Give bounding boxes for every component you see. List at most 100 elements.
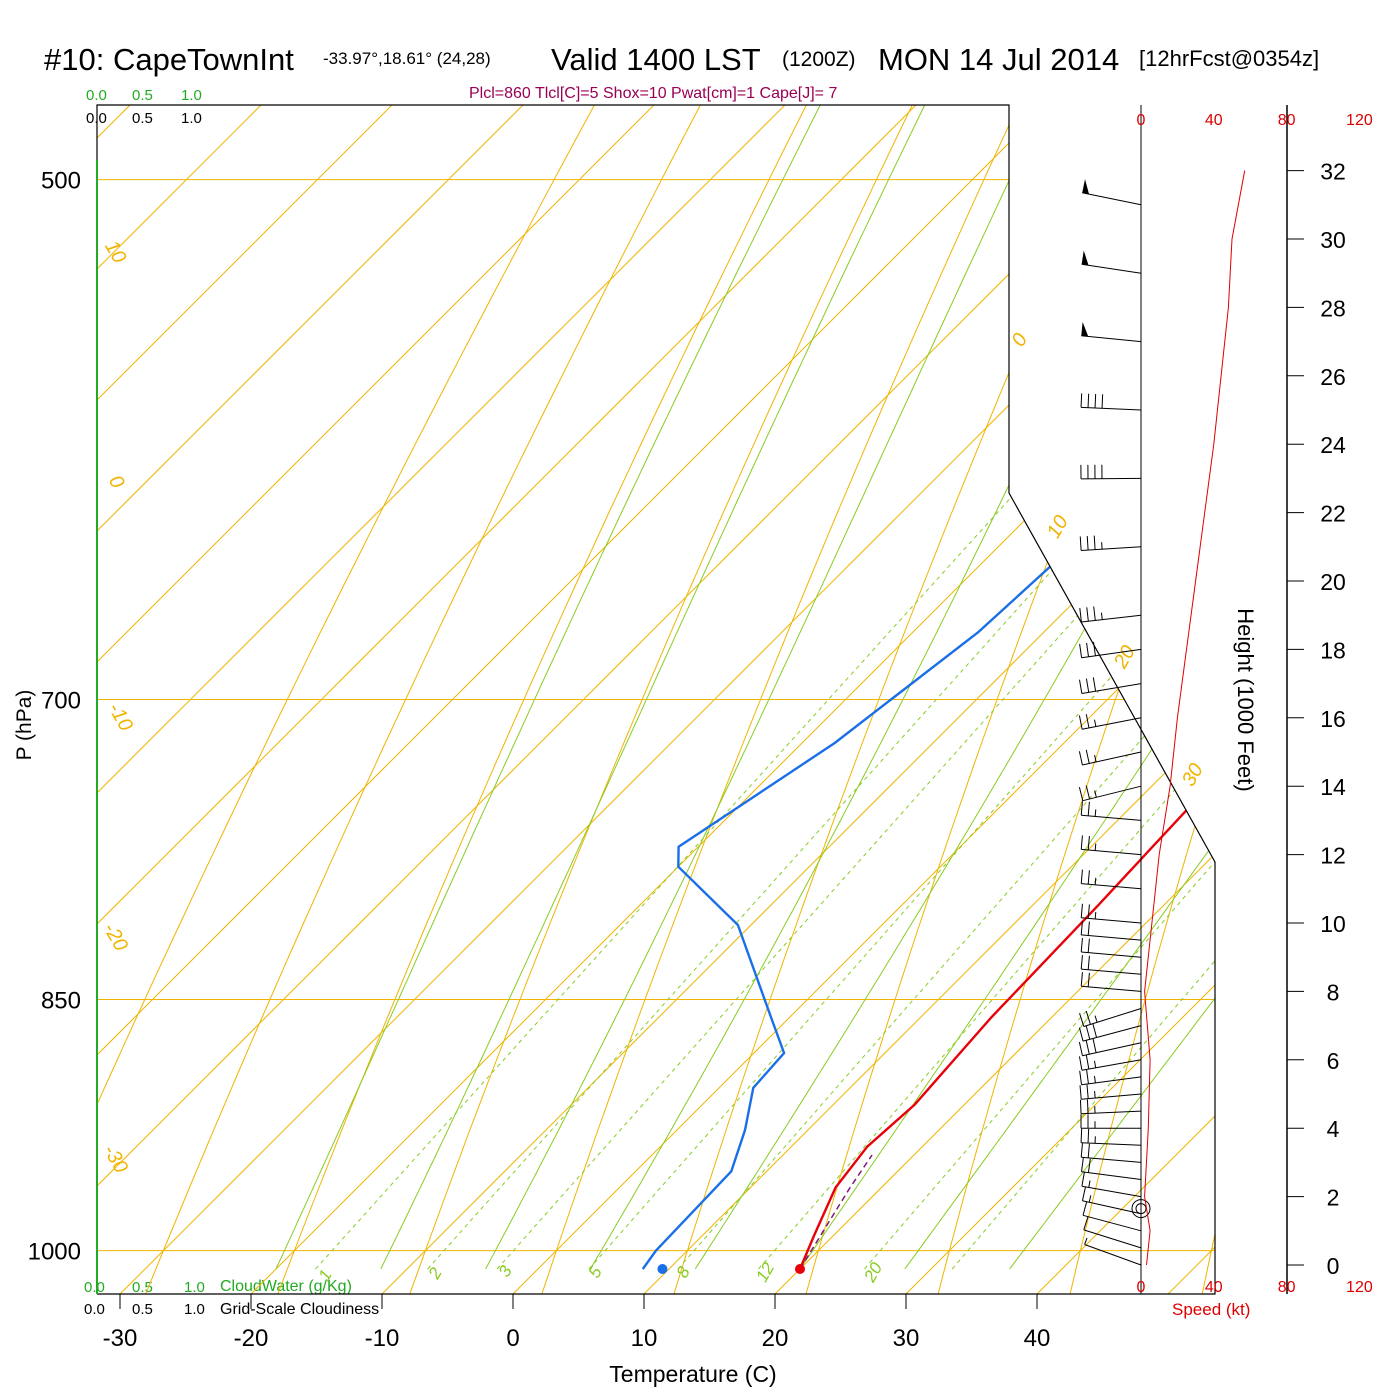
speed-tick-label: 80: [1278, 112, 1296, 129]
wind-barb: [1080, 869, 1142, 890]
wind-barb-staff: [1082, 1214, 1142, 1232]
wind-barb: [1080, 835, 1142, 856]
wind-barb-staff: [1081, 1059, 1142, 1071]
cloudwater-tick: 1.0: [181, 87, 202, 104]
wind-barb-staff: [1081, 1156, 1142, 1163]
wind-barb-feather: [1085, 1055, 1090, 1070]
wind-barb: [1081, 321, 1142, 343]
station-coords: -33.97°,18.61° (24,28): [323, 49, 491, 68]
wind-barb-feather: [1078, 1027, 1084, 1042]
wind-barb-feather: [1086, 642, 1090, 657]
wind-barb-feather: [1078, 751, 1083, 766]
wind-barb: [1079, 1099, 1142, 1115]
height-axis-title: Height (1000 Feet): [1233, 608, 1258, 791]
height-tick-label: 24: [1320, 432, 1346, 458]
dry-adiabat-line: [507, 105, 1215, 1294]
wind-barb-staff: [1081, 814, 1142, 821]
wind-barb-feather: [1079, 1099, 1082, 1114]
wind-barb-staff: [1081, 683, 1142, 694]
height-tick-label: 8: [1327, 979, 1340, 1005]
isotherm-line: [277, 105, 1215, 1294]
dry-adiabat-line: [103, 105, 1215, 1294]
speed-tick-label: 40: [1205, 1279, 1223, 1296]
plot-frame: [96, 104, 1216, 1295]
cloudwater-scale-bottom: 0.0 0.5 1.0 CloudWater (g/Kg) 0.0 0.5 1.…: [84, 1278, 379, 1318]
isotherm-line: [97, 105, 1215, 1294]
x-tick-label: -10: [365, 1325, 400, 1352]
cloudwater-tick: 0.5: [132, 87, 153, 104]
wind-barb-feather: [1087, 870, 1090, 885]
wind-barb-pennant: [1081, 321, 1089, 337]
wind-speed-profile-line: [1144, 170, 1246, 1266]
wind-barb-feather: [1093, 535, 1096, 550]
height-tick-label: 2: [1327, 1185, 1340, 1211]
wind-barb-feather: [1086, 536, 1089, 551]
wind-barb-feather: [1079, 643, 1083, 658]
wind-barb: [1078, 1038, 1142, 1057]
height-tick-label: 32: [1320, 159, 1346, 185]
wind-barb: [1080, 801, 1142, 821]
wind-barb-feather: [1092, 1038, 1097, 1053]
wind-barb-feather: [1079, 679, 1083, 694]
wind-barb: [1081, 250, 1142, 274]
wind-barb-feather: [1079, 1013, 1085, 1027]
wind-barb-staff: [1081, 1142, 1142, 1146]
wind-barb-feather: [1081, 1157, 1084, 1172]
speed-tick-label: 0: [1137, 1279, 1146, 1296]
wind-barb-staff: [1083, 1008, 1142, 1027]
wind-barb-staff: [1082, 1042, 1142, 1057]
wind-barb-pennant: [1081, 250, 1089, 266]
wind-barb-staff: [1081, 1185, 1142, 1198]
mixing-ratio-line: [951, 105, 1215, 1270]
dry-adiabat-label: 30: [1178, 760, 1208, 790]
wind-barb-feather: [1092, 1023, 1098, 1038]
wind-barb: [1081, 1186, 1142, 1215]
speed-tick-label: 0: [1137, 112, 1146, 129]
moist-adiabat-line: [275, 105, 1215, 1270]
wind-barb: [1082, 1201, 1142, 1232]
calm-wind-marker-inner: [1135, 1203, 1147, 1215]
height-tick-label: 22: [1320, 501, 1346, 527]
wind-barb-staff: [1081, 1171, 1142, 1180]
wind-barb: [1080, 464, 1142, 480]
speed-axis-title: Speed (kt): [1172, 1300, 1250, 1319]
wind-barb-staff: [1081, 968, 1142, 975]
wind-barb-feather: [1087, 801, 1090, 816]
wind-barb-feather: [1078, 787, 1084, 801]
height-tick-label: 18: [1320, 637, 1346, 663]
wind-barb-feather: [1087, 938, 1090, 953]
dry-adiabat-label: 0: [1007, 330, 1032, 351]
cloudwater-tick: 0.0: [86, 87, 107, 104]
wind-barb-staff: [1080, 477, 1142, 480]
wind-barb-feather: [1085, 1010, 1091, 1025]
isotherm-line: [146, 105, 1215, 1294]
wind-barb-half-feather: [1093, 1075, 1096, 1083]
wind-barb-staff: [1082, 717, 1142, 730]
wind-barb: [1084, 1237, 1142, 1266]
parcel-trace-line: [799, 1154, 873, 1270]
wind-barb-staff: [1081, 1093, 1142, 1100]
wind-barb-feather: [1079, 608, 1082, 623]
wind-barb-feather: [1080, 972, 1083, 987]
forecast-label: [12hrFcst@0354z]: [1139, 46, 1319, 71]
wind-barb-feather: [1080, 1128, 1083, 1143]
dry-adiabat-line: [1046, 105, 1215, 1294]
cloudiness-tick: 1.0: [181, 110, 202, 127]
wind-barb-feather: [1081, 1172, 1085, 1187]
sounding-params: Plcl=860 Tlcl[C]=5 Shox=10 Pwat[cm]=1 Ca…: [469, 85, 837, 102]
cloudiness-tick: 0.0: [84, 1301, 105, 1318]
mixing-ratio-line: [864, 105, 1215, 1270]
height-tick-label: 12: [1320, 843, 1346, 869]
wind-barb-feather: [1092, 677, 1097, 692]
wind-barb-staff: [1084, 1244, 1142, 1266]
height-tick-label: 28: [1320, 295, 1346, 321]
wind-barb-staff: [1083, 1229, 1142, 1249]
wind-barb-half-feather: [1094, 911, 1097, 920]
